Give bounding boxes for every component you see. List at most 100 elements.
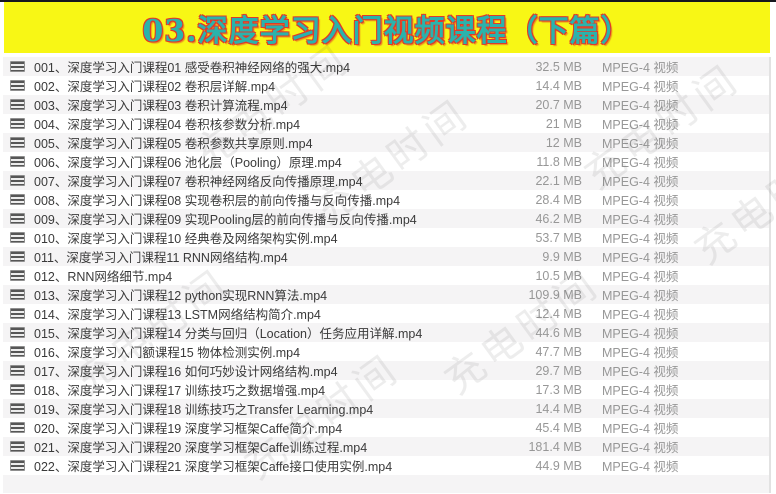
file-name: 006、深度学习入门课程06 池化层（Pooling）原理.mp4 xyxy=(34,156,342,170)
file-type: MPEG-4 视频 xyxy=(602,384,679,398)
window-top-border xyxy=(0,0,776,2)
video-file-icon xyxy=(10,441,25,452)
file-size: 53.7 MB xyxy=(535,230,582,245)
file-size: 32.5 MB xyxy=(535,59,582,74)
file-name: 009、深度学习入门课程09 实现Pooling层的前向传播与反向传播.mp4 xyxy=(34,213,417,227)
file-size: 21 MB xyxy=(545,116,582,131)
file-name: 020、深度学习入门课程19 深度学习框架Caffe简介.mp4 xyxy=(34,422,343,436)
file-row[interactable]: 011、深度学习入门课程11 RNN网络结构.mp4 9.9 MB MPEG-4… xyxy=(3,247,769,266)
video-file-icon xyxy=(10,346,25,357)
file-size: 14.4 MB xyxy=(535,78,582,93)
file-type: MPEG-4 视频 xyxy=(602,403,679,417)
file-size: 20.7 MB xyxy=(535,97,582,112)
file-row[interactable]: 019、深度学习入门课程18 训练技巧之Transfer Learning.mp… xyxy=(3,399,769,418)
video-file-icon xyxy=(10,118,25,129)
file-type: MPEG-4 视频 xyxy=(602,308,679,322)
file-size: 9.9 MB xyxy=(542,249,582,264)
file-name: 022、深度学习入门课程21 深度学习框架Caffe接口使用实例.mp4 xyxy=(34,460,393,474)
video-file-icon xyxy=(10,270,25,281)
file-size: 12 MB xyxy=(545,135,582,150)
video-file-icon xyxy=(10,251,25,262)
file-size: 45.4 MB xyxy=(535,420,582,435)
file-name: 005、深度学习入门课程05 卷积参数共享原则.mp4 xyxy=(34,137,313,151)
file-size: 44.9 MB xyxy=(535,458,582,473)
video-file-icon xyxy=(10,289,25,300)
file-name: 007、深度学习入门课程07 卷积神经网络反向传播原理.mp4 xyxy=(34,175,363,189)
file-type: MPEG-4 视频 xyxy=(602,175,679,189)
file-row[interactable]: 018、深度学习入门课程17 训练技巧之数据增强.mp4 17.3 MB MPE… xyxy=(3,380,769,399)
file-row[interactable]: 014、深度学习入门课程13 LSTM网络结构简介.mp4 12.4 MB MP… xyxy=(3,304,769,323)
video-file-icon xyxy=(10,175,25,186)
file-type: MPEG-4 视频 xyxy=(602,80,679,94)
file-list: 001、深度学习入门课程01 感受卷积神经网络的强大.mp4 32.5 MB M… xyxy=(3,57,771,493)
file-row[interactable]: 021、深度学习入门课程20 深度学习框架Caffe训练过程.mp4 181.4… xyxy=(3,437,769,456)
file-name: 008、深度学习入门课程08 实现卷积层的前向传播与反向传播.mp4 xyxy=(34,194,401,208)
file-row[interactable]: 010、深度学习入门课程10 经典卷及网络架构实例.mp4 53.7 MB MP… xyxy=(3,228,769,247)
file-row[interactable]: 005、深度学习入门课程05 卷积参数共享原则.mp4 12 MB MPEG-4… xyxy=(3,133,769,152)
file-name: 011、深度学习入门课程11 RNN网络结构.mp4 xyxy=(34,251,288,265)
file-size: 28.4 MB xyxy=(535,192,582,207)
file-type: MPEG-4 视频 xyxy=(602,194,679,208)
file-type: MPEG-4 视频 xyxy=(602,365,679,379)
file-name: 015、深度学习入门课程14 分类与回归（Location）任务应用详解.mp4 xyxy=(34,327,423,341)
video-file-icon xyxy=(10,422,25,433)
video-file-icon xyxy=(10,194,25,205)
file-name: 004、深度学习入门课程04 卷积核参数分析.mp4 xyxy=(34,118,301,132)
file-row[interactable]: 008、深度学习入门课程08 实现卷积层的前向传播与反向传播.mp4 28.4 … xyxy=(3,190,769,209)
file-name: 001、深度学习入门课程01 感受卷积神经网络的强大.mp4 xyxy=(34,61,351,75)
page-header: 03.深度学习入门视频课程（下篇） xyxy=(4,2,770,53)
file-row[interactable]: 013、深度学习入门课程12 python实现RNN算法.mp4 109.9 M… xyxy=(3,285,769,304)
file-size: 109.9 MB xyxy=(528,287,582,302)
file-row[interactable]: 016、深度学习入门额课程15 物体检测实例.mp4 47.7 MB MPEG-… xyxy=(3,342,769,361)
video-file-icon xyxy=(10,384,25,395)
file-type: MPEG-4 视频 xyxy=(602,61,679,75)
file-row[interactable]: 017、深度学习入门课程16 如何巧妙设计网络结构.mp4 29.7 MB MP… xyxy=(3,361,769,380)
file-row[interactable]: 007、深度学习入门课程07 卷积神经网络反向传播原理.mp4 22.1 MB … xyxy=(3,171,769,190)
file-name: 017、深度学习入门课程16 如何巧妙设计网络结构.mp4 xyxy=(34,365,338,379)
video-file-icon xyxy=(10,61,25,72)
file-row[interactable]: 020、深度学习入门课程19 深度学习框架Caffe简介.mp4 45.4 MB… xyxy=(3,418,769,437)
file-size: 10.5 MB xyxy=(535,268,582,283)
empty-row xyxy=(3,475,769,493)
file-type: MPEG-4 视频 xyxy=(602,118,679,132)
file-size: 47.7 MB xyxy=(535,344,582,359)
file-row[interactable]: 009、深度学习入门课程09 实现Pooling层的前向传播与反向传播.mp4 … xyxy=(3,209,769,228)
video-file-icon xyxy=(10,99,25,110)
file-type: MPEG-4 视频 xyxy=(602,441,679,455)
file-type: MPEG-4 视频 xyxy=(602,251,679,265)
file-row[interactable]: 006、深度学习入门课程06 池化层（Pooling）原理.mp4 11.8 M… xyxy=(3,152,769,171)
video-file-icon xyxy=(10,327,25,338)
file-type: MPEG-4 视频 xyxy=(602,327,679,341)
file-name: 016、深度学习入门额课程15 物体检测实例.mp4 xyxy=(34,346,301,360)
file-type: MPEG-4 视频 xyxy=(602,270,679,284)
file-row[interactable]: 012、RNN网络细节.mp4 10.5 MB MPEG-4 视频 xyxy=(3,266,769,285)
file-type: MPEG-4 视频 xyxy=(602,346,679,360)
page-title: 03.深度学习入门视频课程（下篇） xyxy=(142,13,632,49)
file-size: 22.1 MB xyxy=(535,173,582,188)
file-type: MPEG-4 视频 xyxy=(602,213,679,227)
file-name: 018、深度学习入门课程17 训练技巧之数据增强.mp4 xyxy=(34,384,326,398)
file-row[interactable]: 004、深度学习入门课程04 卷积核参数分析.mp4 21 MB MPEG-4 … xyxy=(3,114,769,133)
file-type: MPEG-4 视频 xyxy=(602,460,679,474)
file-size: 29.7 MB xyxy=(535,363,582,378)
file-size: 181.4 MB xyxy=(528,439,582,454)
file-name: 014、深度学习入门课程13 LSTM网络结构简介.mp4 xyxy=(34,308,321,322)
file-name: 019、深度学习入门课程18 训练技巧之Transfer Learning.mp… xyxy=(34,403,374,417)
video-file-icon xyxy=(10,308,25,319)
video-file-icon xyxy=(10,232,25,243)
video-file-icon xyxy=(10,80,25,91)
video-file-icon xyxy=(10,213,25,224)
file-row[interactable]: 015、深度学习入门课程14 分类与回归（Location）任务应用详解.mp4… xyxy=(3,323,769,342)
file-size: 44.6 MB xyxy=(535,325,582,340)
file-row[interactable]: 022、深度学习入门课程21 深度学习框架Caffe接口使用实例.mp4 44.… xyxy=(3,456,769,475)
video-file-icon xyxy=(10,365,25,376)
file-row[interactable]: 001、深度学习入门课程01 感受卷积神经网络的强大.mp4 32.5 MB M… xyxy=(3,57,769,76)
file-type: MPEG-4 视频 xyxy=(602,156,679,170)
file-row[interactable]: 002、深度学习入门课程02 卷积层详解.mp4 14.4 MB MPEG-4 … xyxy=(3,76,769,95)
file-type: MPEG-4 视频 xyxy=(602,137,679,151)
file-type: MPEG-4 视频 xyxy=(602,422,679,436)
file-size: 46.2 MB xyxy=(535,211,582,226)
file-row[interactable]: 003、深度学习入门课程03 卷积计算流程.mp4 20.7 MB MPEG-4… xyxy=(3,95,769,114)
file-size: 14.4 MB xyxy=(535,401,582,416)
